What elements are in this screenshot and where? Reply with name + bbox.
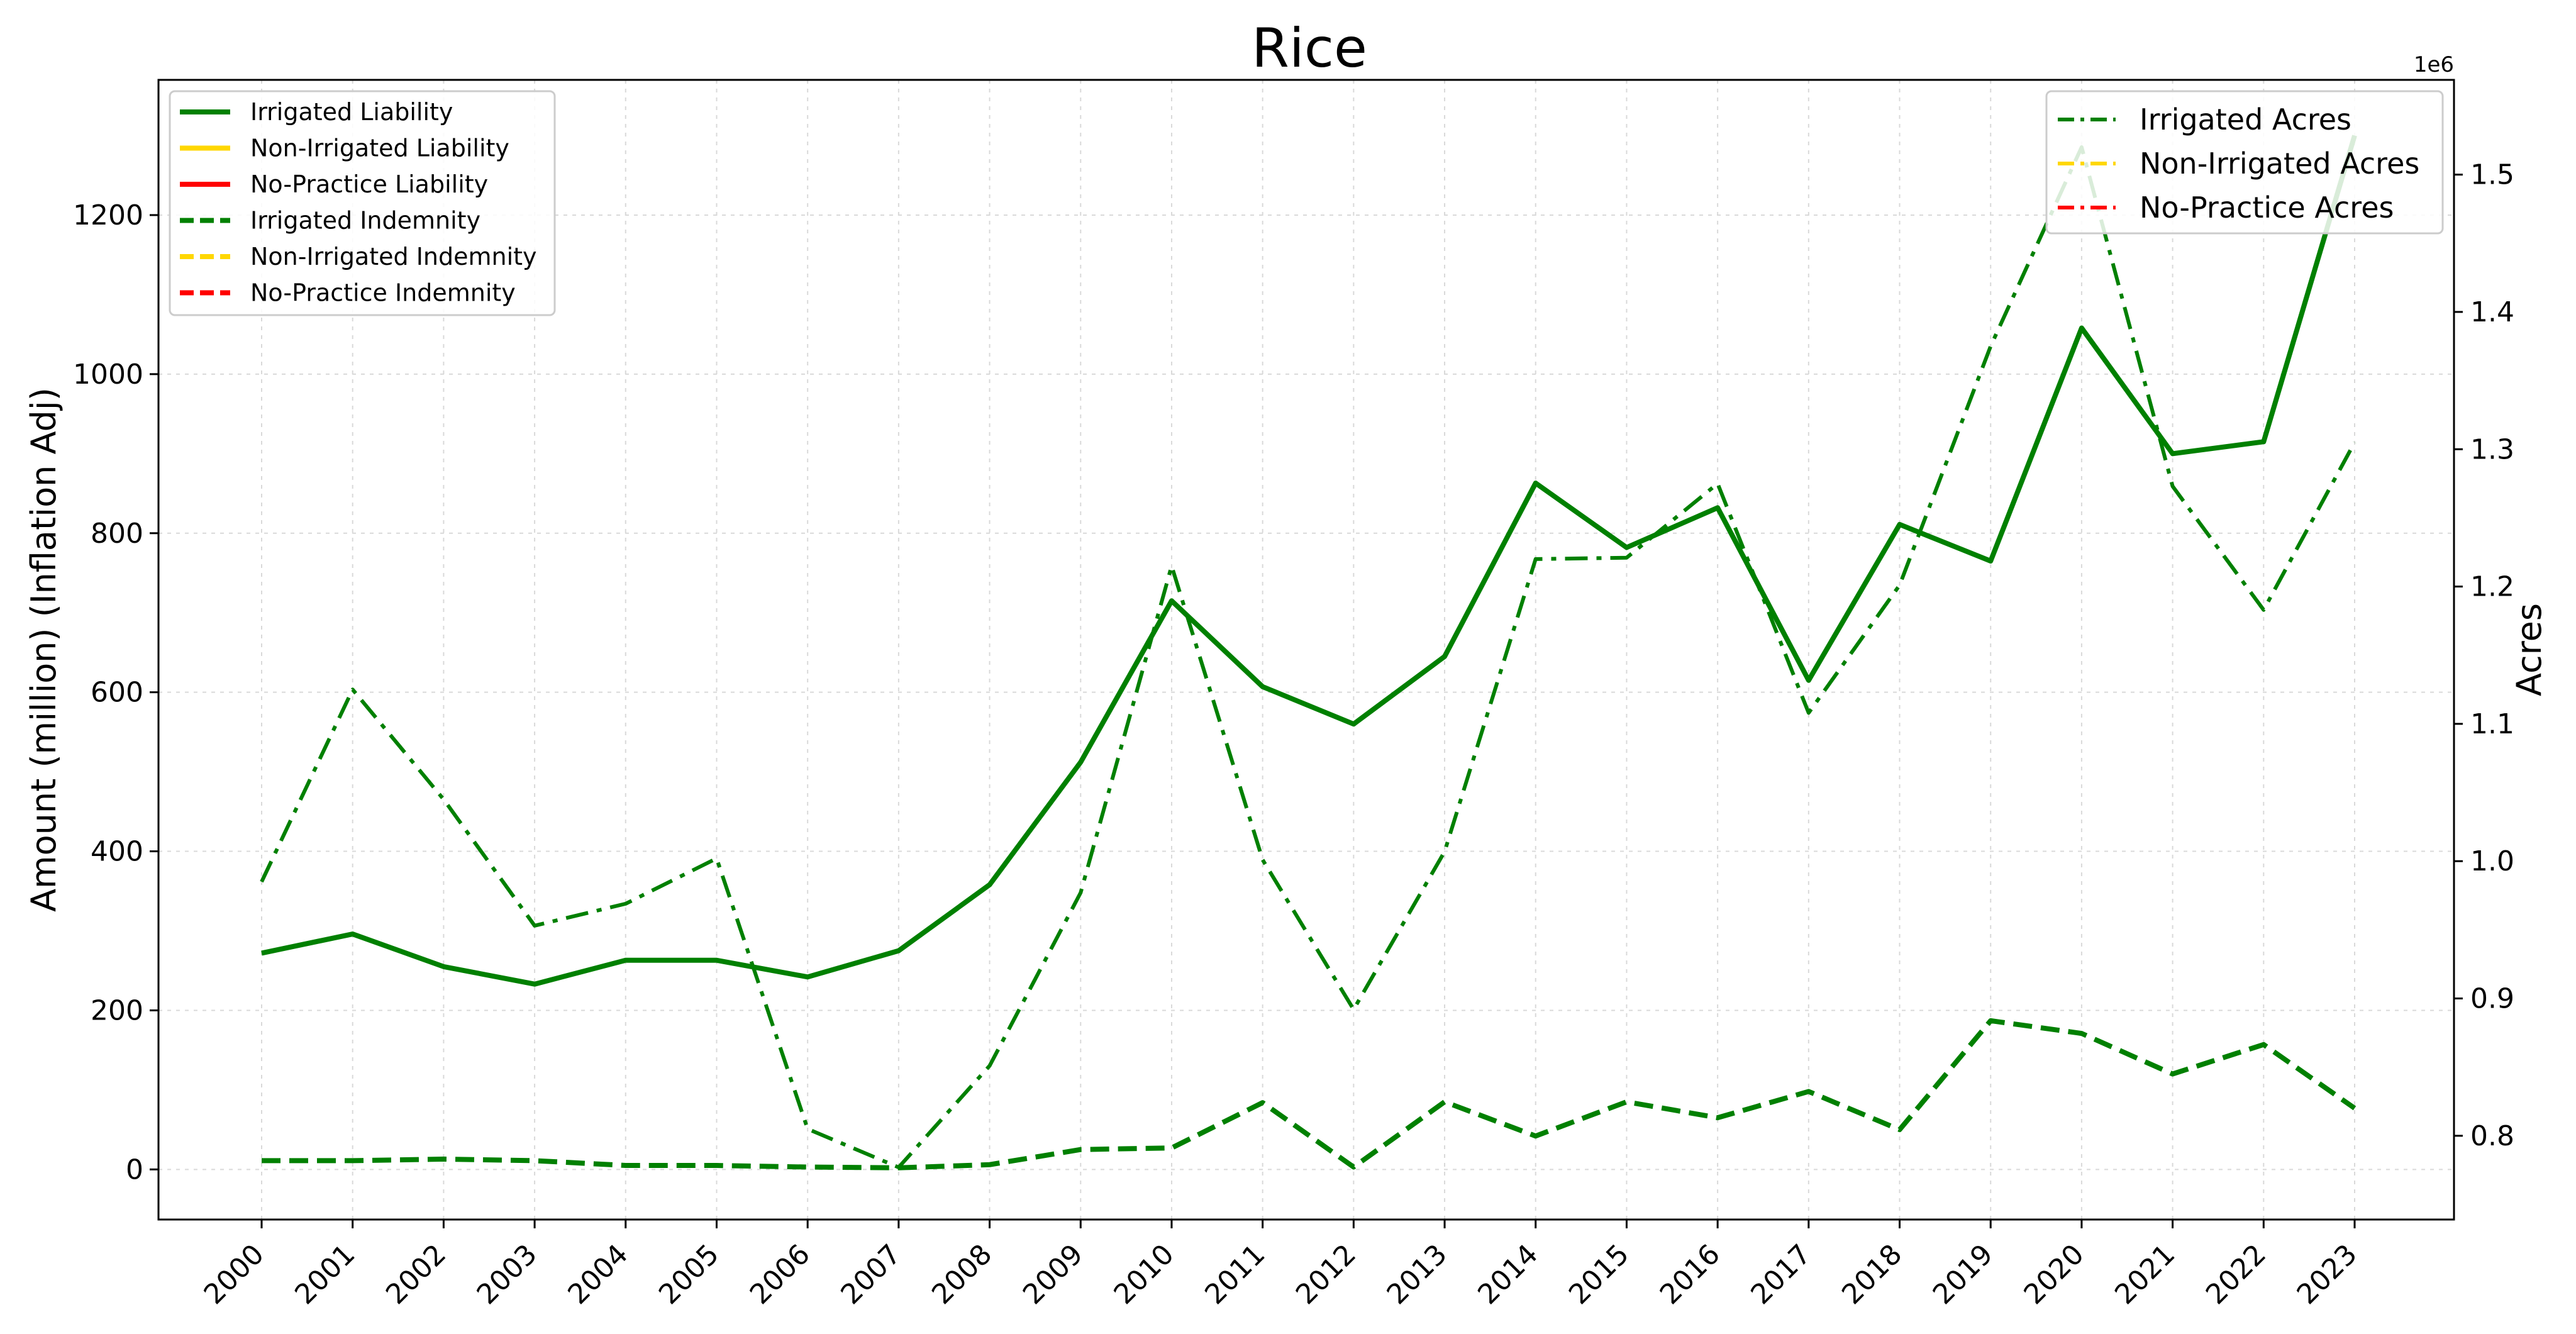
legend-right-label: No-Practice Acres <box>2140 191 2394 225</box>
x-tick-label: 2019 <box>1927 1238 1999 1311</box>
y-tick-left-label: 0 <box>126 1153 143 1186</box>
x-tick-label: 2007 <box>835 1238 907 1311</box>
x-tick-label: 2002 <box>380 1238 452 1311</box>
y-tick-right-label: 1.2 <box>2470 571 2514 603</box>
x-tick-label: 2018 <box>1836 1238 1908 1311</box>
legend-left-box <box>169 90 556 316</box>
y-axis-left-label: Amount (million) (Inflation Adj) <box>24 387 64 912</box>
x-tick-label: 2020 <box>2018 1238 2090 1311</box>
y-axis-left: 0 200 400 600 800 1000 1200 <box>73 199 158 1186</box>
legend-right-label: Non-Irrigated Acres <box>2140 147 2419 181</box>
x-tick-label: 2010 <box>1108 1238 1180 1311</box>
y-tick-left-label: 800 <box>91 518 143 550</box>
y-axis-right: 0.8 0.9 1.0 1.1 1.2 1.3 1.4 1.5 <box>2454 159 2514 1152</box>
x-tick-label: 2023 <box>2291 1238 2363 1311</box>
legend-right: Irrigated Acres Non-Irrigated Acres No-Pra… <box>2045 90 2444 235</box>
legend-left-label: Non-Irrigated Indemnity <box>250 243 537 270</box>
y-tick-right-label: 1.5 <box>2470 159 2514 191</box>
x-tick-label: 2004 <box>562 1238 634 1311</box>
x-tick-label: 2021 <box>2109 1238 2181 1311</box>
y-tick-right-label: 1.1 <box>2470 708 2514 740</box>
x-tick-label: 2011 <box>1199 1238 1271 1311</box>
x-tick-label: 2017 <box>1745 1238 1817 1311</box>
series-line-irrigated-liability <box>261 135 2357 987</box>
x-tick-label: 2008 <box>926 1238 998 1311</box>
legend-left: Irrigated Liability Non-Irrigated Liabili… <box>169 90 556 316</box>
legend-left-label: No-Practice Liability <box>250 170 488 198</box>
legend-right-box <box>2045 90 2444 235</box>
legend-left-label: Irrigated Liability <box>250 98 453 126</box>
x-tick-label: 2013 <box>1381 1238 1453 1311</box>
legend-left-label: Non-Irrigated Liability <box>250 135 509 162</box>
x-tick-label: 2005 <box>653 1238 725 1311</box>
x-tick-label: 2003 <box>471 1238 543 1311</box>
y-axis-right-offset-text: 1e6 <box>2414 52 2454 77</box>
y-tick-right-label: 1.4 <box>2470 296 2514 328</box>
x-tick-label: 2000 <box>198 1238 270 1311</box>
legend-left-label: Irrigated Indemnity <box>250 207 480 235</box>
y-tick-right-label: 1.3 <box>2470 433 2514 465</box>
y-tick-left-label: 200 <box>91 994 143 1026</box>
y-axis-right-label: Acres <box>2509 603 2549 696</box>
x-tick-label: 2022 <box>2200 1238 2272 1311</box>
series-line-irrigated-acres <box>260 145 2357 1170</box>
x-tick-label: 2015 <box>1563 1238 1635 1311</box>
x-tick-label: 2016 <box>1654 1238 1726 1311</box>
series-layer <box>260 135 2357 1170</box>
y-tick-left-label: 1200 <box>73 199 143 231</box>
x-tick-label: 2006 <box>744 1238 816 1311</box>
x-tick-label: 2001 <box>289 1238 361 1311</box>
legend-left-label: No-Practice Indemnity <box>250 279 516 307</box>
chart-title: Rice <box>1252 17 1367 80</box>
plot-frame <box>157 79 2455 1221</box>
x-tick-label: 2012 <box>1290 1238 1362 1311</box>
y-tick-left-label: 600 <box>91 677 143 709</box>
x-tick-label: 2009 <box>1017 1238 1089 1311</box>
y-tick-right-label: 0.9 <box>2470 983 2514 1015</box>
series-line-irrigated-indemnity <box>262 1018 2357 1170</box>
y-tick-left-label: 1000 <box>73 359 143 391</box>
x-tick-label: 2014 <box>1472 1238 1544 1311</box>
y-tick-right-label: 0.8 <box>2470 1120 2514 1152</box>
x-axis: 2000 2001 2002 2003 2004 2005 2006 2007 2008 2009… <box>198 1220 2363 1311</box>
y-tick-right-label: 1.0 <box>2470 845 2514 877</box>
legend-right-label: Irrigated Acres <box>2140 103 2351 136</box>
y-tick-left-label: 400 <box>91 836 143 868</box>
